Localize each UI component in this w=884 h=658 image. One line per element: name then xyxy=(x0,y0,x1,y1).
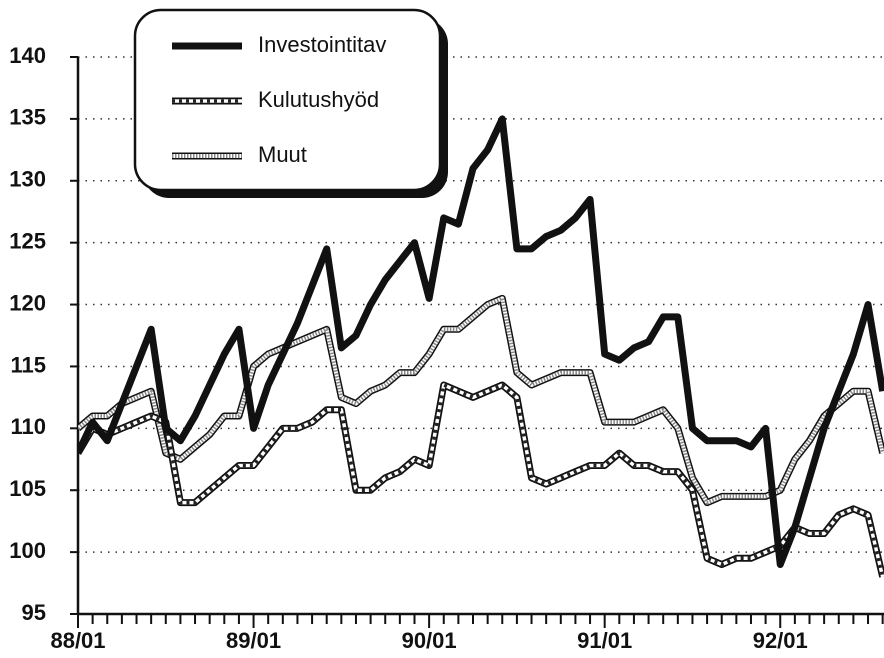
y-tick-label: 100 xyxy=(9,538,46,563)
x-tick-label: 91/01 xyxy=(577,628,632,653)
series-line xyxy=(78,296,884,505)
y-tick-label: 125 xyxy=(9,228,46,253)
x-tick-label: 89/01 xyxy=(226,628,281,653)
y-tick-label: 140 xyxy=(9,43,46,68)
y-tick-label: 130 xyxy=(9,167,46,192)
y-tick-label: 120 xyxy=(9,290,46,315)
legend xyxy=(133,8,442,192)
series-line xyxy=(78,115,884,568)
legend-label: Muut xyxy=(258,142,307,167)
plot xyxy=(78,115,884,578)
series-line xyxy=(78,383,884,578)
x-tick-label: 90/01 xyxy=(402,628,457,653)
y-tick-label: 115 xyxy=(11,352,47,377)
legend-label: Investointitav xyxy=(258,32,386,57)
y-tick-label: 95 xyxy=(22,600,46,625)
x-tick-label: 88/01 xyxy=(50,628,105,653)
y-tick-label: 135 xyxy=(9,105,46,130)
x-tick-label: 92/01 xyxy=(753,628,808,653)
y-tick-label: 110 xyxy=(11,414,47,439)
y-tick-label: 105 xyxy=(9,476,46,501)
legend-label: Kulutushyöd xyxy=(258,87,379,112)
